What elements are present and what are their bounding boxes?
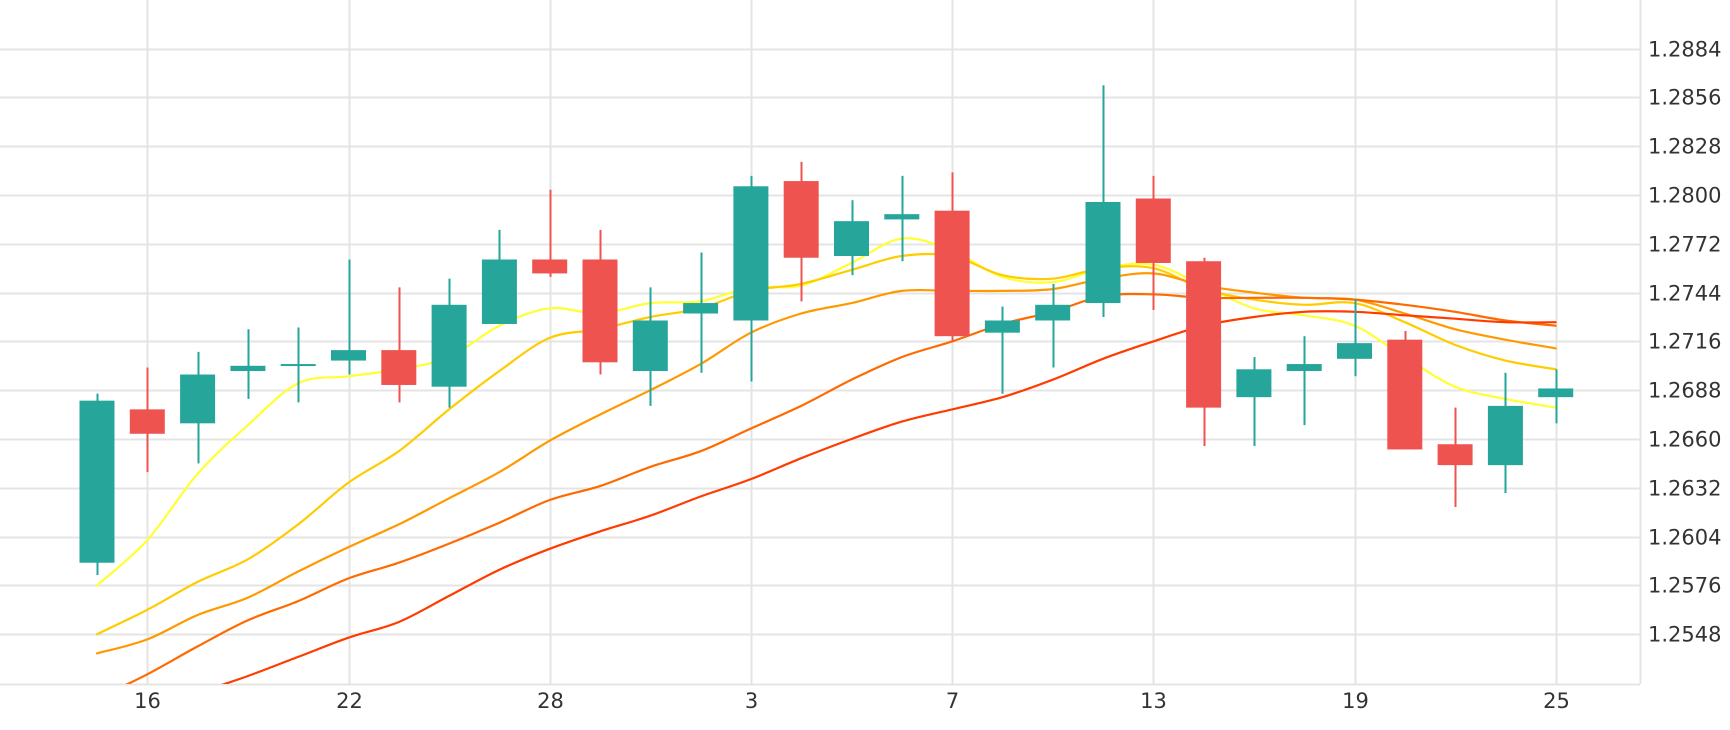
candle-body (1035, 304, 1071, 321)
candle-body (632, 320, 668, 372)
candle-body (532, 259, 568, 274)
candle-body (683, 303, 719, 314)
candle-bullish (180, 351, 216, 464)
y-tick-label: 1.2660 (1648, 428, 1721, 452)
candle-bullish (1035, 283, 1071, 368)
candle-bullish (683, 252, 719, 373)
candle-bullish (1487, 372, 1523, 494)
y-tick-label: 1.2856 (1648, 86, 1721, 110)
moving-average-line-2 (95, 252, 1557, 636)
y-tick-label: 1.2632 (1648, 477, 1721, 501)
candle-bullish (1286, 336, 1322, 426)
candle-bullish (79, 393, 115, 575)
candle-body (1186, 261, 1222, 408)
y-tick-label: 1.2604 (1648, 526, 1721, 550)
candle-body (230, 365, 266, 372)
candle-body (1085, 201, 1121, 304)
candle-body (984, 320, 1020, 333)
x-tick-label: 7 (946, 689, 959, 713)
candle-bullish (884, 175, 920, 262)
x-tick-label: 19 (1342, 689, 1369, 713)
candle-bearish (1437, 407, 1473, 507)
candle-body (1538, 388, 1574, 398)
candle-body (934, 210, 970, 337)
candle-bullish (280, 327, 316, 403)
candle-body (129, 409, 165, 434)
candle-body (884, 214, 920, 220)
candle-body (1135, 198, 1171, 263)
candle-bullish (1085, 85, 1121, 317)
candle-bearish (1135, 175, 1171, 311)
moving-average-line-3 (95, 272, 1557, 655)
y-tick-label: 1.2828 (1648, 135, 1721, 159)
moving-average-line-5 (221, 310, 1557, 684)
y-tick-label: 1.2744 (1648, 282, 1721, 306)
candle-bullish (431, 278, 467, 408)
candle-bullish (733, 175, 769, 382)
moving-average-line-4 (125, 292, 1557, 684)
candle-body (1236, 369, 1272, 398)
candle-bullish (984, 306, 1020, 394)
candle-bearish (532, 189, 568, 277)
candle-body (834, 221, 869, 256)
candle-body (1337, 343, 1372, 359)
candle-body (481, 259, 517, 324)
y-tick-label: 1.2800 (1648, 184, 1721, 208)
x-axis-tick-labels: 16 22 28 3 7 13 19 25 (134, 689, 1570, 713)
candle-bullish (1337, 299, 1372, 377)
x-tick-label: 22 (336, 689, 363, 713)
x-tick-label: 25 (1543, 689, 1570, 713)
y-tick-label: 1.2772 (1648, 233, 1721, 257)
moving-average-line-1 (95, 237, 1557, 587)
candle-bearish (783, 161, 819, 302)
candle-bullish (632, 287, 668, 406)
y-tick-label: 1.2548 (1648, 623, 1721, 647)
y-tick-label: 1.2576 (1648, 574, 1721, 598)
candle-body (431, 304, 467, 387)
candles (79, 85, 1574, 575)
candle-bullish (834, 200, 869, 276)
candle-bearish (1387, 330, 1423, 450)
candle-body (783, 181, 819, 258)
candle-bearish (582, 229, 618, 375)
candle-body (280, 364, 316, 367)
moving-average-lines (95, 237, 1557, 684)
candle-body (1487, 405, 1523, 466)
candle-body (180, 374, 216, 424)
candle-bullish (1236, 357, 1272, 446)
candle-bullish (1538, 369, 1574, 424)
candle-bullish (331, 259, 366, 375)
candle-bearish (381, 287, 417, 403)
candle-body (733, 186, 769, 321)
x-tick-label: 16 (134, 689, 161, 713)
candle-body (79, 400, 115, 563)
candle-body (1437, 444, 1473, 466)
candle-body (582, 259, 618, 363)
x-tick-label: 13 (1140, 689, 1167, 713)
x-tick-label: 28 (537, 689, 564, 713)
candle-bearish (1186, 257, 1222, 446)
y-axis-tick-labels: 1.2884 1.2856 1.2828 1.2800 1.2772 1.2744 1.27… (1648, 38, 1721, 647)
candle-bullish (481, 229, 517, 324)
y-tick-label: 1.2688 (1648, 379, 1721, 403)
candle-bullish (230, 329, 266, 399)
y-tick-label: 1.2884 (1648, 38, 1721, 62)
candle-body (1387, 339, 1423, 450)
y-tick-label: 1.2716 (1648, 330, 1721, 354)
candle-body (331, 350, 366, 361)
candle-body (1286, 364, 1322, 372)
candle-bearish (934, 172, 970, 342)
candle-bearish (129, 367, 165, 473)
x-tick-label: 3 (745, 689, 758, 713)
candle-body (381, 350, 417, 385)
